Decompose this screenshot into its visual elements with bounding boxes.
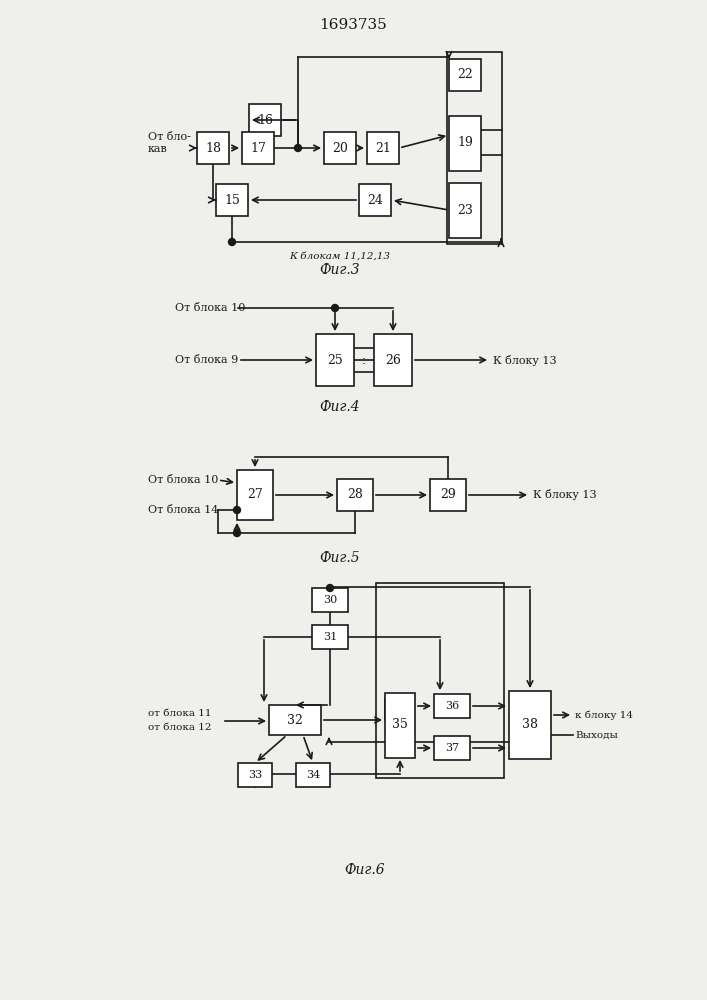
Text: 18: 18 bbox=[205, 141, 221, 154]
Bar bbox=[312, 588, 348, 612]
Bar bbox=[447, 52, 502, 244]
Text: 17: 17 bbox=[250, 141, 266, 154]
Bar bbox=[337, 479, 373, 511]
Bar bbox=[359, 184, 391, 216]
Circle shape bbox=[233, 506, 240, 514]
Text: 36: 36 bbox=[445, 701, 459, 711]
Circle shape bbox=[327, 584, 334, 591]
Text: 28: 28 bbox=[347, 488, 363, 502]
Text: 31: 31 bbox=[323, 632, 337, 642]
Text: от блока 12: от блока 12 bbox=[148, 724, 211, 732]
Text: 24: 24 bbox=[367, 194, 383, 207]
Text: 1693735: 1693735 bbox=[319, 18, 387, 32]
Bar bbox=[242, 132, 274, 164]
Text: 27: 27 bbox=[247, 488, 263, 502]
Text: 33: 33 bbox=[248, 770, 262, 780]
Circle shape bbox=[228, 238, 235, 245]
Text: Фиг.3: Фиг.3 bbox=[320, 263, 361, 277]
Text: К блоку 13: К блоку 13 bbox=[533, 489, 597, 500]
Bar bbox=[385, 692, 415, 758]
Bar bbox=[197, 132, 229, 164]
Text: 26: 26 bbox=[385, 354, 401, 366]
Circle shape bbox=[295, 144, 301, 151]
Text: 20: 20 bbox=[332, 141, 348, 154]
Circle shape bbox=[332, 304, 339, 312]
Text: 35: 35 bbox=[392, 718, 408, 732]
Circle shape bbox=[233, 530, 240, 536]
Text: От блока 9: От блока 9 bbox=[175, 355, 238, 365]
Text: 32: 32 bbox=[287, 714, 303, 726]
Text: :: : bbox=[362, 354, 366, 366]
Text: 34: 34 bbox=[306, 770, 320, 780]
Bar bbox=[367, 132, 399, 164]
Text: Фиг.4: Фиг.4 bbox=[320, 400, 361, 414]
Bar bbox=[237, 470, 273, 520]
Text: к блоку 14: к блоку 14 bbox=[575, 710, 633, 720]
Text: От блока 10: От блока 10 bbox=[175, 303, 245, 313]
Bar bbox=[434, 694, 470, 718]
Text: 16: 16 bbox=[257, 113, 273, 126]
Text: 19: 19 bbox=[457, 136, 473, 149]
Bar bbox=[376, 583, 504, 778]
Text: 22: 22 bbox=[457, 68, 473, 82]
Text: От блока 14: От блока 14 bbox=[148, 505, 218, 515]
Bar bbox=[430, 479, 466, 511]
Text: К блоку 13: К блоку 13 bbox=[493, 355, 556, 365]
Bar bbox=[449, 115, 481, 170]
Text: К блокам 11,12,13: К блокам 11,12,13 bbox=[289, 252, 390, 261]
Bar bbox=[249, 104, 281, 136]
Bar bbox=[324, 132, 356, 164]
Text: Выходы: Выходы bbox=[575, 730, 618, 740]
Bar bbox=[216, 184, 248, 216]
Text: 23: 23 bbox=[457, 204, 473, 217]
Text: 29: 29 bbox=[440, 488, 456, 502]
Bar bbox=[449, 182, 481, 237]
Bar bbox=[374, 334, 412, 386]
Text: от блока 11: от блока 11 bbox=[148, 710, 211, 718]
Text: 37: 37 bbox=[445, 743, 459, 753]
Bar bbox=[269, 705, 321, 735]
Text: 21: 21 bbox=[375, 141, 391, 154]
Bar bbox=[316, 334, 354, 386]
Bar bbox=[238, 763, 272, 787]
Bar bbox=[296, 763, 330, 787]
Text: 30: 30 bbox=[323, 595, 337, 605]
Bar bbox=[312, 625, 348, 649]
Text: 25: 25 bbox=[327, 354, 343, 366]
Text: Фиг.5: Фиг.5 bbox=[320, 551, 361, 565]
Text: Фиг.6: Фиг.6 bbox=[345, 863, 385, 877]
Bar bbox=[434, 736, 470, 760]
Text: От бло-
кав: От бло- кав bbox=[148, 132, 191, 154]
Text: От блока 10: От блока 10 bbox=[148, 475, 218, 485]
Bar bbox=[509, 691, 551, 759]
Text: 15: 15 bbox=[224, 194, 240, 207]
Bar bbox=[449, 59, 481, 91]
Text: 38: 38 bbox=[522, 718, 538, 732]
